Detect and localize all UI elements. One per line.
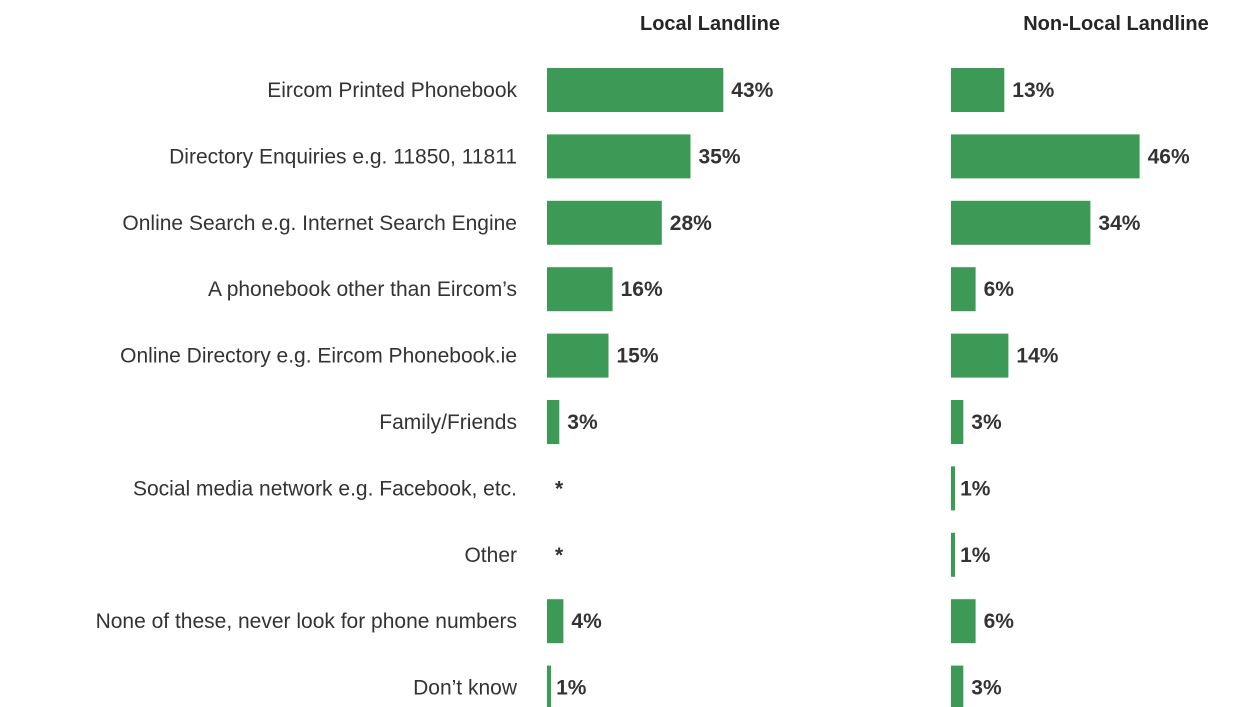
data-label: 14% — [1016, 345, 1058, 368]
data-label: 4% — [571, 610, 602, 633]
data-label: 3% — [971, 677, 1002, 700]
data-label: 13% — [1012, 79, 1054, 102]
bar — [547, 267, 613, 312]
category-label: Online Directory e.g. Eircom Phonebook.i… — [120, 345, 517, 368]
data-label: 28% — [670, 212, 712, 235]
bar — [951, 200, 1091, 245]
bar — [951, 400, 964, 444]
category-label: None of these, never look for phone numb… — [96, 610, 517, 633]
panel-title: Non-Local Landline — [1023, 13, 1209, 35]
data-label: * — [555, 477, 564, 500]
bar — [951, 134, 1140, 179]
data-label: 6% — [984, 278, 1015, 301]
bar — [951, 665, 964, 707]
bar — [547, 665, 552, 707]
category-label: Other — [464, 544, 517, 567]
category-label: Family/Friends — [379, 411, 517, 434]
panel-title: Local Landline — [640, 13, 780, 35]
bar — [547, 333, 609, 378]
data-label: * — [555, 544, 564, 567]
data-label: 1% — [960, 544, 991, 567]
data-label: 43% — [731, 79, 773, 102]
category-label: Online Search e.g. Internet Search Engin… — [122, 212, 517, 235]
bar — [951, 532, 956, 577]
data-label: 15% — [617, 345, 659, 368]
data-label: 46% — [1148, 145, 1190, 168]
data-label: 34% — [1098, 212, 1140, 235]
category-label: A phonebook other than Eircom’s — [208, 278, 517, 301]
data-label: 6% — [984, 610, 1015, 633]
data-label: 3% — [971, 411, 1002, 434]
data-label: 3% — [567, 411, 598, 434]
bar — [951, 466, 956, 511]
data-label: 1% — [556, 677, 587, 700]
bar — [547, 200, 662, 245]
bar — [951, 68, 1005, 112]
category-label: Social media network e.g. Facebook, etc. — [133, 477, 517, 500]
bar — [951, 333, 1009, 378]
bar — [547, 400, 560, 444]
bar — [951, 267, 976, 312]
bar — [547, 599, 564, 644]
category-label: Don’t know — [413, 677, 518, 700]
bar — [951, 599, 976, 644]
category-label: Eircom Printed Phonebook — [267, 79, 517, 102]
category-label: Directory Enquiries e.g. 11850, 11811 — [169, 145, 517, 168]
data-label: 35% — [699, 145, 741, 168]
bar — [547, 68, 724, 112]
bar — [547, 134, 691, 179]
data-label: 1% — [960, 477, 991, 500]
data-label: 16% — [621, 278, 663, 301]
